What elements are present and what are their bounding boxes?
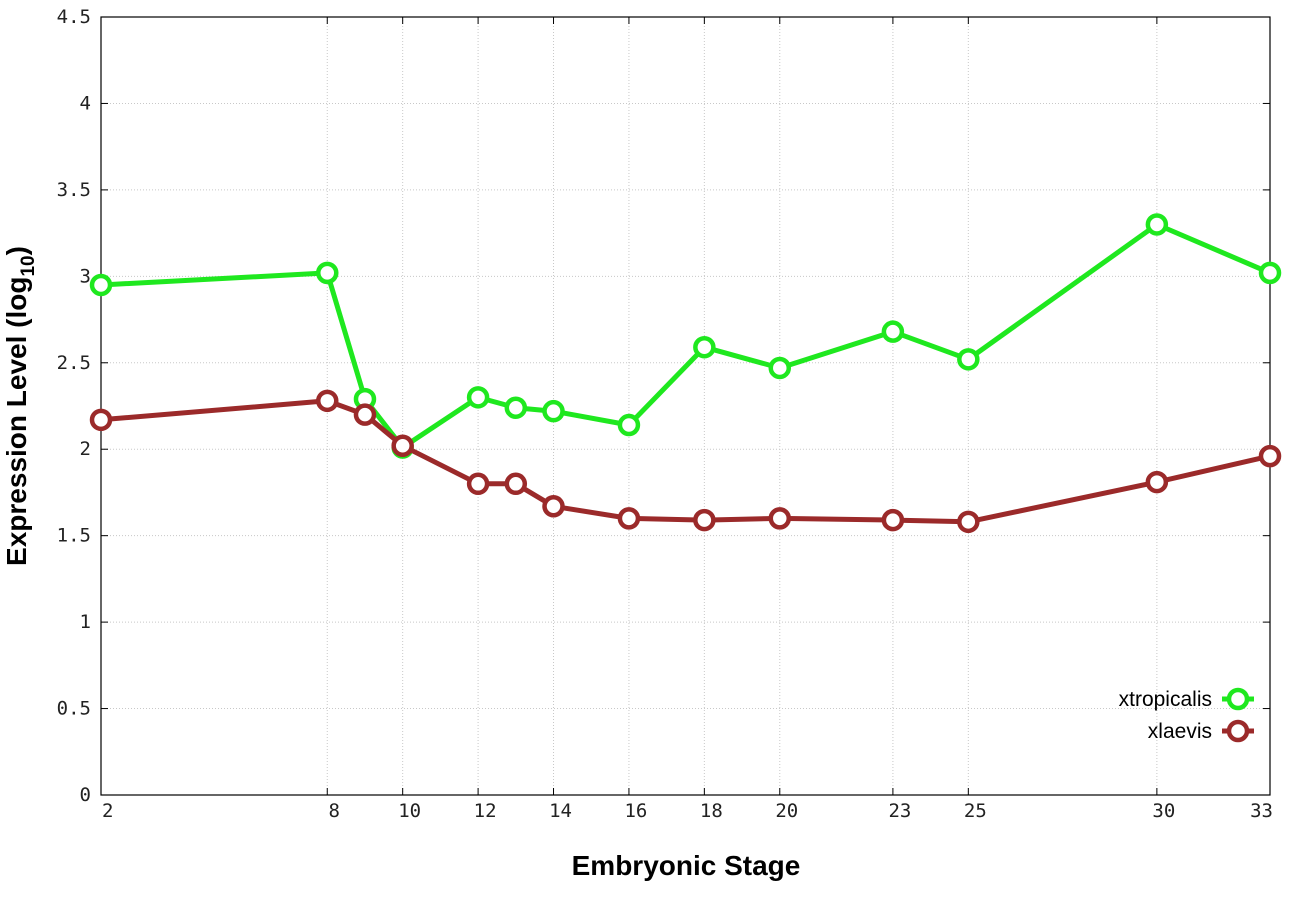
data-point-xlaevis	[89, 408, 113, 432]
data-point-xlaevis	[504, 472, 528, 496]
axis-ticks: 0 0.5 1 1.5 2 2.5 3 3.5 4 4.5 2 8 10 12 14 16 18 20 23 25 30…	[57, 6, 1273, 822]
data-point-xlaevis	[693, 508, 716, 532]
y-tick-label: 4.5	[57, 6, 91, 28]
x-tick-label: 25	[964, 800, 987, 822]
y-tick-label: 0.5	[57, 698, 91, 720]
data-point-xlaevis	[391, 434, 414, 458]
data-point-xtropicalis	[542, 399, 565, 423]
y-tick-label: 2.5	[57, 352, 91, 374]
x-tick-label: 23	[888, 800, 911, 822]
data-point-xlaevis	[316, 389, 339, 413]
data-point-xtropicalis	[316, 261, 339, 285]
data-point-xtropicalis	[1145, 213, 1169, 236]
data-point-xtropicalis	[768, 356, 792, 380]
legend-marker	[1226, 719, 1250, 743]
legend-entry-xlaevis: xlaevis	[1148, 719, 1254, 743]
data-point-xlaevis	[1145, 470, 1169, 494]
x-tick-label: 20	[775, 800, 798, 822]
plot-frame	[100, 16, 1271, 796]
data-point-xlaevis	[617, 507, 641, 530]
x-tick-label: 12	[474, 800, 497, 822]
data-point-xlaevis	[466, 472, 490, 496]
x-axis-title: Embryonic Stage	[572, 850, 801, 881]
data-point-xtropicalis	[504, 396, 528, 419]
y-axis-title-close: )	[1, 246, 32, 255]
y-tick-label: 3	[80, 265, 91, 287]
legend-label: xtropicalis	[1119, 688, 1212, 711]
y-tick-label: 1.5	[57, 525, 91, 547]
y-tick-label: 4	[80, 92, 91, 114]
series-xtropicalis	[89, 213, 1282, 459]
data-point-xtropicalis	[957, 348, 980, 371]
legend-marker	[1226, 687, 1250, 711]
legend-label: xlaevis	[1148, 720, 1212, 743]
data-point-xlaevis	[957, 510, 980, 534]
y-tick-label: 2	[80, 438, 91, 460]
data-point-xlaevis	[353, 403, 377, 426]
x-tick-label: 30	[1152, 800, 1175, 822]
series-line-xtropicalis	[100, 222, 1271, 450]
data-point-xtropicalis	[1258, 261, 1282, 285]
x-tick-label: 14	[549, 800, 572, 822]
data-point-xtropicalis	[466, 386, 490, 409]
data-point-xtropicalis	[693, 335, 716, 359]
x-tick-label: 33	[1250, 800, 1273, 822]
series-xlaevis	[89, 389, 1282, 534]
legend: xtropicalis xlaevis	[1119, 687, 1254, 743]
series-line-xlaevis	[100, 398, 1271, 525]
y-axis-title-main: Expression Level (log	[1, 277, 32, 566]
x-tick-label: 2	[102, 800, 113, 822]
data-point-xlaevis	[881, 508, 905, 532]
grid-lines	[100, 16, 1271, 796]
x-tick-label: 10	[398, 800, 421, 822]
y-tick-label: 0	[80, 784, 91, 806]
data-point-xlaevis	[542, 495, 565, 518]
data-point-xlaevis	[768, 507, 792, 530]
x-tick-label: 18	[700, 800, 723, 822]
data-point-xtropicalis	[89, 273, 113, 297]
x-tick-label: 16	[624, 800, 647, 822]
y-axis-title-subscript: 10	[18, 255, 39, 276]
y-axis-title: Expression Level (log10)	[1, 246, 39, 566]
series-layer	[89, 213, 1282, 534]
x-tick-label: 8	[329, 800, 340, 822]
data-point-xlaevis	[1258, 444, 1282, 468]
y-tick-label: 3.5	[57, 179, 91, 201]
legend-entry-xtropicalis: xtropicalis	[1119, 687, 1254, 711]
data-point-xtropicalis	[617, 413, 641, 437]
y-tick-label: 1	[80, 611, 91, 633]
data-point-xtropicalis	[881, 320, 905, 343]
